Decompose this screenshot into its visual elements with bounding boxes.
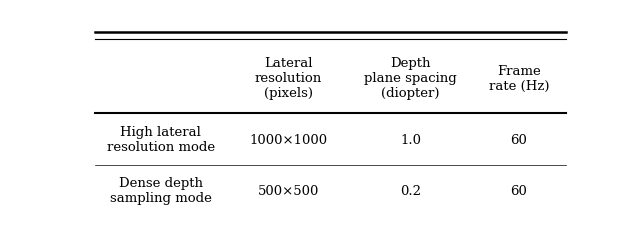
Text: 500×500: 500×500 [257,184,319,197]
Text: 0.2: 0.2 [400,184,421,197]
Text: 1000×1000: 1000×1000 [249,133,327,146]
Text: High lateral
resolution mode: High lateral resolution mode [107,125,215,153]
Text: 60: 60 [511,133,527,146]
Text: 60: 60 [511,184,527,197]
Text: Lateral
resolution
(pixels): Lateral resolution (pixels) [255,57,322,100]
Text: Depth
plane spacing
(diopter): Depth plane spacing (diopter) [364,57,457,100]
Text: Dense depth
sampling mode: Dense depth sampling mode [110,177,212,204]
Text: 1.0: 1.0 [400,133,421,146]
Text: Frame
rate (Hz): Frame rate (Hz) [489,65,549,93]
